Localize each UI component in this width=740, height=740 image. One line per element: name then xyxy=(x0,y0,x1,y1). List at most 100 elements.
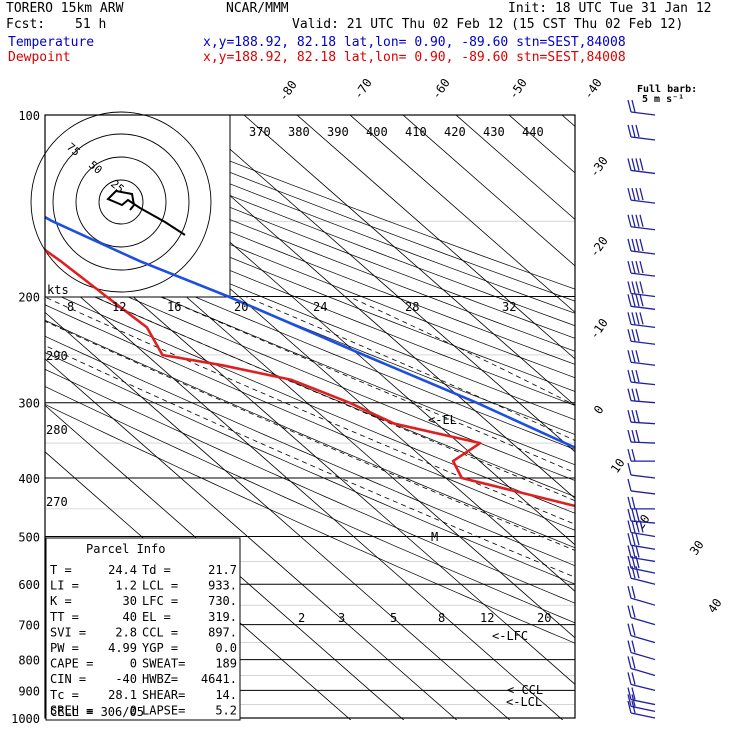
parcel-row-left-label: K = xyxy=(50,594,72,608)
barb-flag xyxy=(627,448,632,462)
wind-barb xyxy=(627,478,656,495)
isotherm-label: -30 xyxy=(587,154,611,180)
barb-flag xyxy=(627,462,632,476)
theta-label: 380 xyxy=(288,125,310,139)
barb-flag xyxy=(627,700,632,714)
wind-barb xyxy=(627,508,656,524)
parcel-row-left-value: 2.8 xyxy=(115,625,137,639)
parcel-row-left-label: T = xyxy=(50,563,72,577)
theta-left-label: 290 xyxy=(46,349,68,363)
parcel-row-left-value: 24.4 xyxy=(108,563,137,577)
theta-label: 440 xyxy=(522,125,544,139)
wind-barb xyxy=(627,260,656,277)
barb-flag xyxy=(627,312,632,325)
parcel-row-left-value: 40 xyxy=(123,610,137,624)
barb-flag xyxy=(627,369,632,383)
barb-shaft xyxy=(630,556,656,563)
barb-shaft xyxy=(630,616,656,626)
theta-left-label: 270 xyxy=(46,495,68,509)
parcel-row-left-value: 1.2 xyxy=(115,579,137,593)
wind-barb xyxy=(627,462,656,479)
plot-frame xyxy=(44,114,576,719)
barb-flag xyxy=(631,687,636,700)
valid-time: Valid: 21 UTC Thu 02 Feb 12 (15 CST Thu … xyxy=(292,17,684,32)
dewpoint-line xyxy=(45,248,575,508)
theta-label: 410 xyxy=(405,125,427,139)
dry-adiabat xyxy=(45,155,575,365)
barb-shaft xyxy=(630,400,656,404)
barb-flag xyxy=(631,238,636,252)
wind-barb xyxy=(627,533,656,550)
dry-adiabat xyxy=(45,205,575,421)
barb-shaft xyxy=(630,474,656,479)
barb-flag xyxy=(631,312,636,325)
moist-adiabat xyxy=(159,296,575,474)
barb-flag xyxy=(631,294,636,307)
barb-flag xyxy=(639,294,644,307)
barb-shaft xyxy=(630,199,656,204)
fcst-label: Fcst: xyxy=(6,17,46,32)
barb-flag xyxy=(639,214,644,227)
barb-shaft xyxy=(630,421,656,425)
barb-flag xyxy=(631,429,636,443)
barb-flag xyxy=(627,388,632,401)
theta-label: 430 xyxy=(483,125,505,139)
barb-flag xyxy=(627,238,632,252)
wind-barb xyxy=(627,369,656,386)
barb-flag xyxy=(631,124,636,138)
barb-shaft xyxy=(630,250,656,255)
parcel-cell-label: CELL = 306/05 xyxy=(50,705,144,719)
mixing-ratio-label: 3 xyxy=(338,611,345,625)
temperature-line xyxy=(45,215,575,449)
isotherm xyxy=(402,115,575,267)
moist-adiabat xyxy=(348,296,575,406)
barb-flag xyxy=(627,260,632,274)
barb-flag xyxy=(639,312,644,325)
barb-flag xyxy=(631,281,636,294)
theta-label: 390 xyxy=(327,125,349,139)
barb-flag xyxy=(627,555,632,569)
parcel-row-right-value: 897. xyxy=(208,625,237,639)
barb-shaft xyxy=(630,272,656,277)
wind-barb xyxy=(627,566,656,585)
barb-flag xyxy=(631,410,636,423)
mixing-ratio-label: 5 xyxy=(390,611,397,625)
pressure-label: 900 xyxy=(18,684,40,698)
hodograph-axis-label: 20 xyxy=(234,300,248,314)
wind-barb xyxy=(627,294,656,310)
dry-adiabat xyxy=(45,403,575,644)
barb-flag xyxy=(627,496,632,510)
parcel-row-right-label: YGP = xyxy=(142,641,178,655)
parcel-row-left-label: PW = xyxy=(50,641,79,655)
barb-flag xyxy=(635,410,640,423)
barb-flag xyxy=(635,238,640,252)
barb-flag xyxy=(635,214,640,227)
hodograph-ring xyxy=(75,156,167,248)
barb-flag xyxy=(627,640,632,653)
pressure-label: 700 xyxy=(18,619,40,633)
wind-barb xyxy=(627,623,656,644)
moist-adiabat xyxy=(45,345,575,578)
barb-flag xyxy=(631,508,636,522)
barb-flag xyxy=(631,388,636,401)
barb-flag xyxy=(635,124,640,138)
barb-flag xyxy=(631,329,636,342)
barb-flag xyxy=(635,545,640,558)
parcel-row-right-value: 21.7 xyxy=(208,563,237,577)
theta-label: 420 xyxy=(444,125,466,139)
barb-flag xyxy=(627,329,632,342)
barb-flag xyxy=(631,656,636,669)
barb-flag xyxy=(639,238,644,252)
isotherm xyxy=(296,115,575,360)
wind-barb xyxy=(627,520,656,538)
barb-shaft xyxy=(630,520,656,524)
wind-barb xyxy=(627,429,656,444)
isotherm-label: -60 xyxy=(429,76,453,102)
barb-flag xyxy=(635,312,640,325)
wind-barb xyxy=(627,586,656,606)
barb-flag xyxy=(631,496,636,510)
barb-shaft xyxy=(630,111,656,116)
parcel-row-right-value: 14. xyxy=(215,688,237,702)
barb-shaft xyxy=(630,136,656,141)
barb-flag xyxy=(627,294,632,307)
